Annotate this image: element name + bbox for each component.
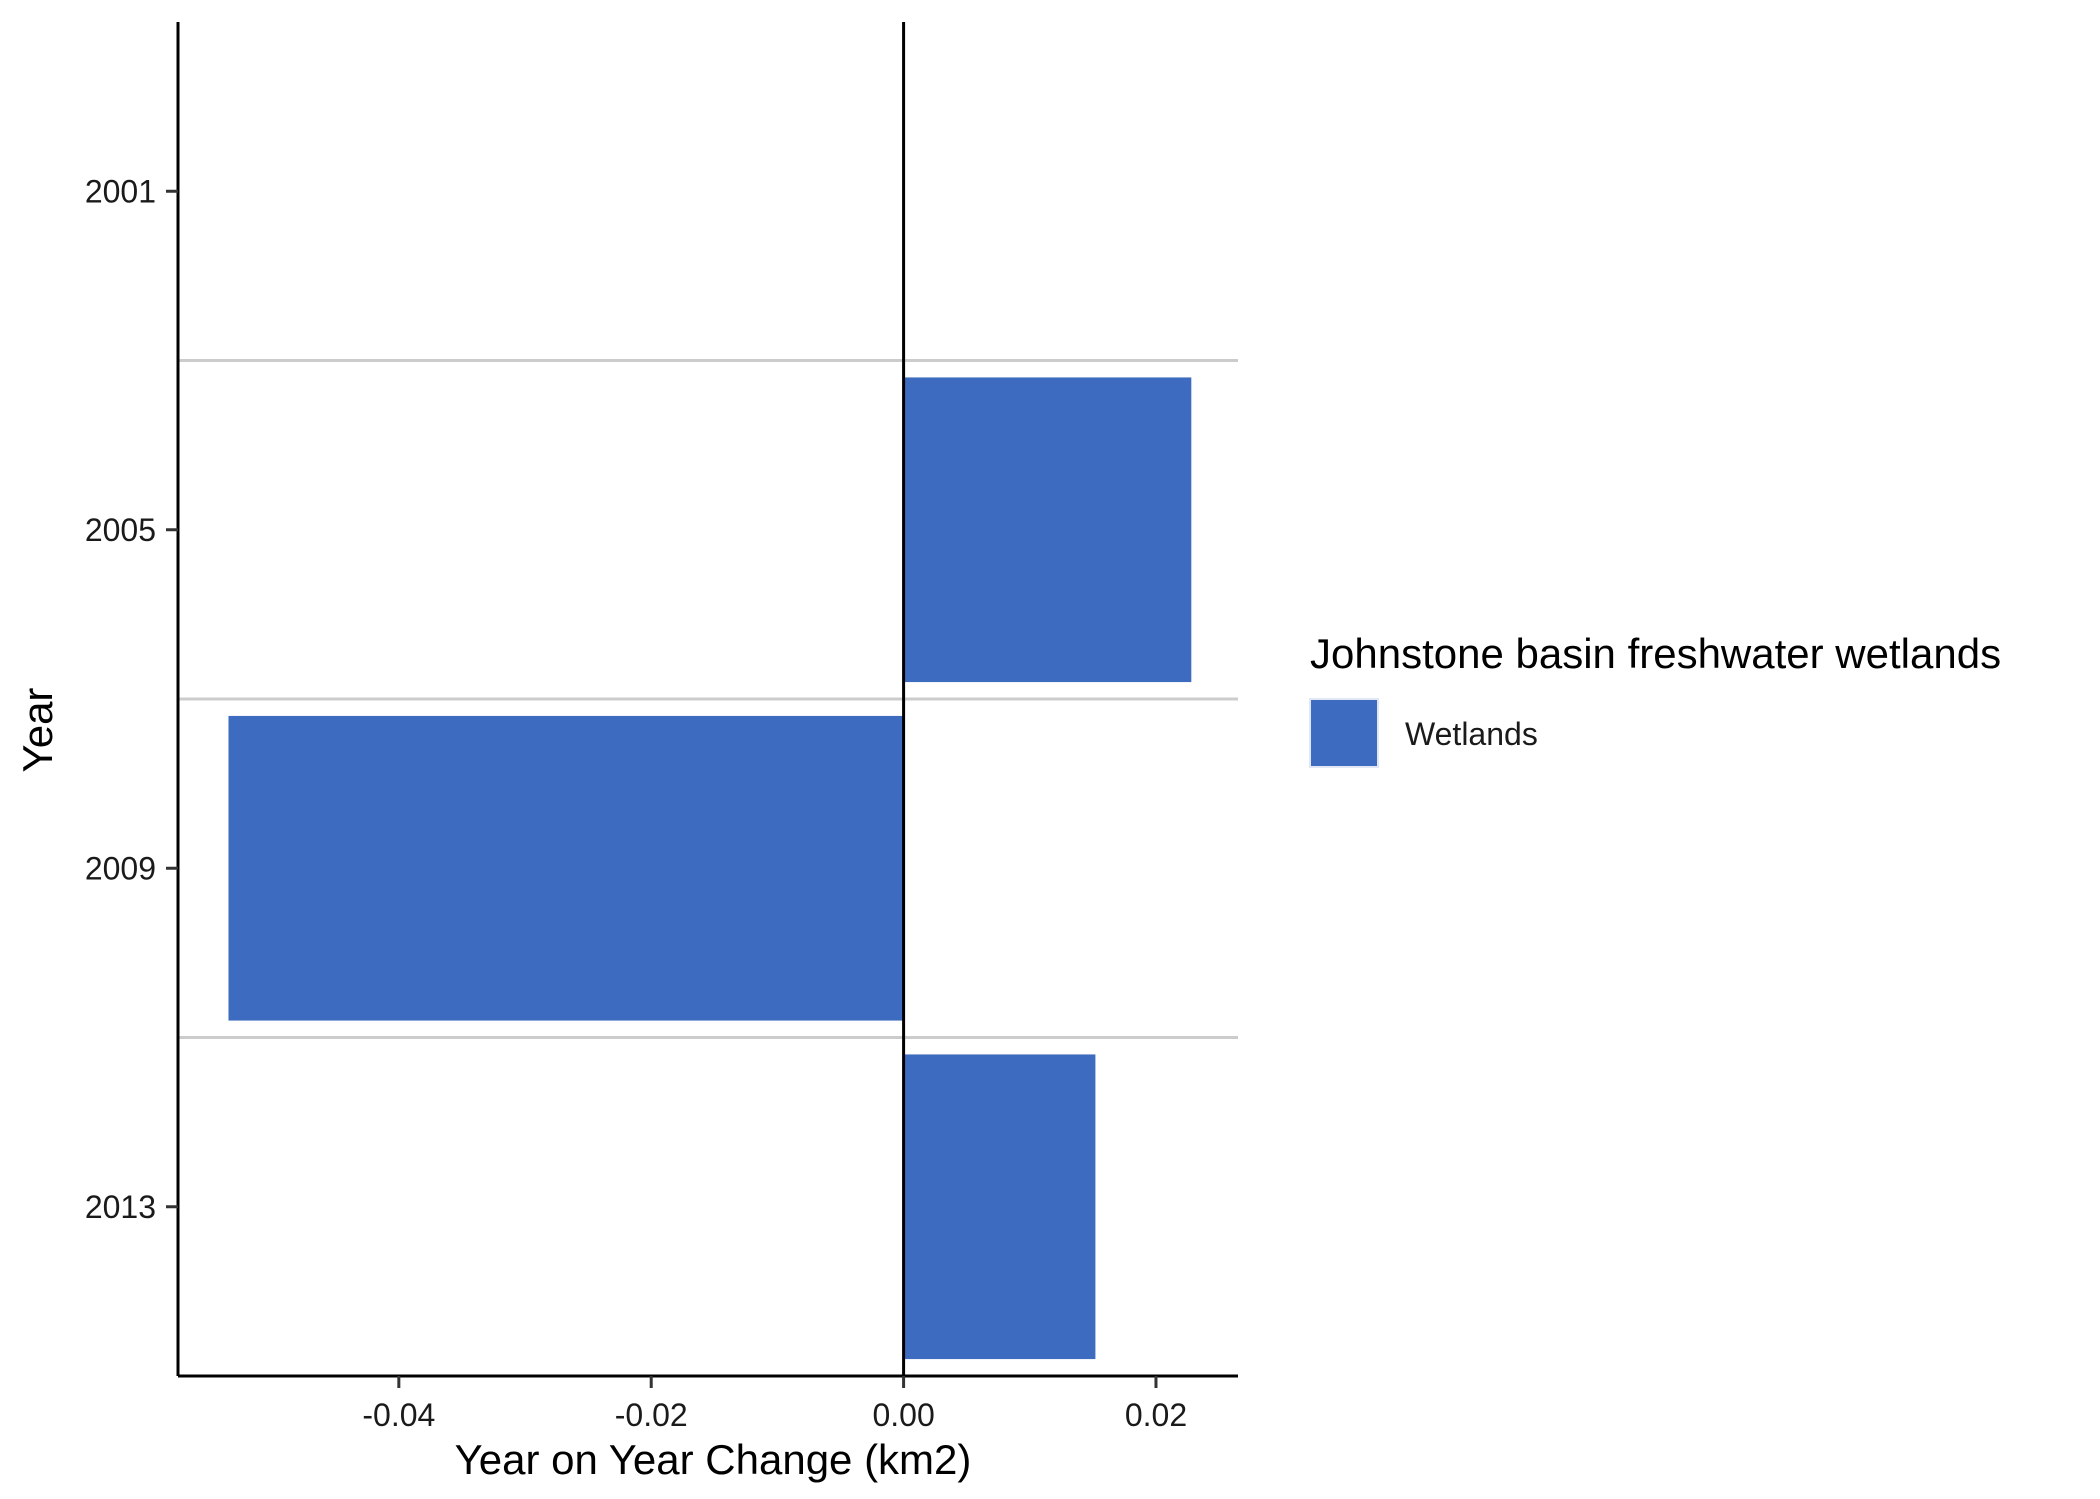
x-tick-label: -0.02 <box>615 1397 688 1433</box>
x-tick-label: -0.04 <box>362 1397 435 1433</box>
y-axis-title: Year <box>14 688 61 773</box>
bar-2009 <box>228 715 904 1021</box>
y-tick-label: 2005 <box>85 512 156 548</box>
y-tick-label: 2001 <box>85 173 156 209</box>
y-tick-label: 2013 <box>85 1189 156 1225</box>
y-tick-label: 2009 <box>85 850 156 886</box>
x-tick-label: 0.02 <box>1125 1397 1187 1433</box>
x-ticks: -0.04 -0.02 0.00 0.02 <box>362 1376 1187 1433</box>
legend-title: Johnstone basin freshwater wetlands <box>1310 630 2001 677</box>
axes <box>176 22 1238 1378</box>
x-axis-title: Year on Year Change (km2) <box>455 1436 972 1483</box>
bar-2013 <box>903 1054 1096 1360</box>
grid-lines <box>178 359 1238 1039</box>
bars <box>228 377 1192 1360</box>
legend-label-wetlands: Wetlands <box>1405 716 1538 752</box>
legend-key-wetlands <box>1309 698 1379 768</box>
legend: Johnstone basin freshwater wetlands Wetl… <box>1309 630 2001 768</box>
x-tick-label: 0.00 <box>872 1397 934 1433</box>
y-ticks: 2001 2005 2009 2013 <box>85 173 178 1225</box>
bar-2005 <box>903 377 1192 683</box>
